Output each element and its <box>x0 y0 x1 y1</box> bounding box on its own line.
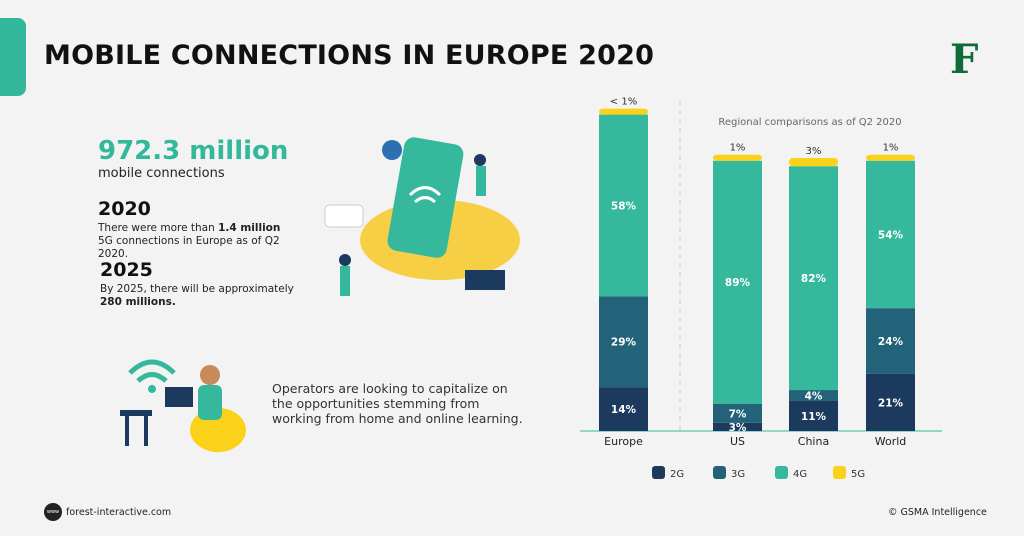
bar-china-2g <box>789 400 838 431</box>
data-label-5g: < 1% <box>610 97 637 108</box>
legend-label: 2G <box>670 469 684 480</box>
page-title: MOBILE CONNECTIONS IN EUROPE 2020 <box>44 40 655 71</box>
forest-logo: F <box>950 36 979 83</box>
year-2020-heading: 2020 <box>98 198 151 220</box>
connections-count: 972.3 million <box>98 136 289 166</box>
bar-us-5g <box>713 154 762 161</box>
accent-tab <box>0 18 26 96</box>
bar-china-5g <box>789 158 838 167</box>
year-2025-heading: 2025 <box>100 259 153 281</box>
legend-label: 5G <box>851 469 865 480</box>
category-label: China <box>798 435 829 448</box>
data-label: 4% <box>805 391 823 403</box>
data-label: 54% <box>878 229 904 241</box>
legend-label: 4G <box>793 469 807 480</box>
source-credit: © GSMA Intelligence <box>888 507 987 518</box>
connections-stacked-bar-chart: Regional comparisons as of Q2 2020 14% 29%… <box>580 97 942 480</box>
bar-world-5g <box>866 154 915 161</box>
data-label-5g: 3% <box>806 146 822 157</box>
data-label: 14% <box>611 404 637 416</box>
chart-title: Regional comparisons as of Q2 2020 <box>718 117 901 128</box>
bar-us-2g <box>713 422 762 431</box>
bar-world-2g <box>866 373 915 431</box>
bar-china-3g <box>789 390 838 401</box>
data-label: 11% <box>801 411 827 423</box>
data-label-5g: 1% <box>730 143 746 154</box>
bar-us-3g <box>713 403 762 423</box>
globe-icon: www <box>44 503 62 521</box>
data-label: 3% <box>729 422 747 434</box>
legend-swatch-3g <box>713 466 726 479</box>
category-label: World <box>875 435 907 448</box>
legend-swatch-4g <box>775 466 788 479</box>
legend-swatch-2g <box>652 466 665 479</box>
bar-europe-3g <box>599 296 648 388</box>
data-label: 82% <box>801 273 827 285</box>
bar-europe-4g <box>599 114 648 297</box>
operators-text: Operators are looking to capitalize on t… <box>272 381 523 426</box>
data-label: 24% <box>878 336 904 348</box>
data-label-5g: 1% <box>883 143 899 154</box>
bar-world-3g <box>866 308 915 374</box>
bar-us-4g <box>713 160 762 404</box>
category-label: US <box>730 435 745 448</box>
connections-label: mobile connections <box>98 166 225 181</box>
legend-label: 3G <box>731 469 745 480</box>
data-label: 58% <box>611 200 637 212</box>
bar-europe-2g <box>599 387 648 431</box>
bar-europe-5g <box>599 108 648 115</box>
bar-china-4g <box>789 166 838 391</box>
data-label: 21% <box>878 397 904 409</box>
data-label: 7% <box>729 408 747 420</box>
category-label: Europe <box>604 435 643 448</box>
person-working-from-home-illustration <box>120 359 246 452</box>
website-link[interactable]: forest-interactive.com <box>66 507 172 518</box>
data-label: 89% <box>725 277 751 289</box>
year-2025-text: By 2025, there will be approximately 280… <box>100 283 294 308</box>
smartphone-network-illustration <box>324 137 520 296</box>
legend-swatch-5g <box>833 466 846 479</box>
data-label: 29% <box>611 337 637 349</box>
bar-world-4g <box>866 160 915 309</box>
year-2020-text: There were more than 1.4 million 5G conn… <box>98 222 281 260</box>
